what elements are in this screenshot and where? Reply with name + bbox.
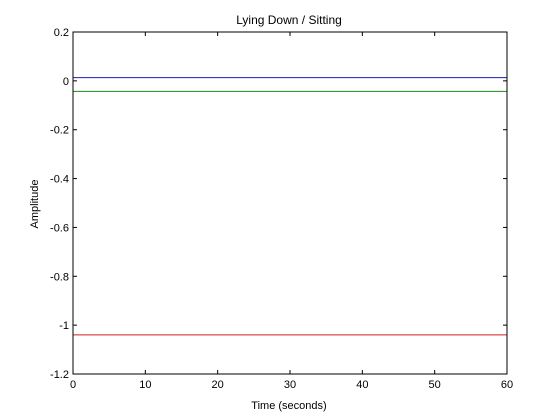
y-axis-label: Amplitude bbox=[29, 180, 41, 229]
y-axis: 0.2 0 -0.2 -0.4 -0.6 -0.8 -1 -1.2 bbox=[50, 27, 507, 381]
x-tick-label: 30 bbox=[284, 379, 296, 391]
x-tick-label: 40 bbox=[356, 379, 368, 391]
chart-title: Lying Down / Sitting bbox=[236, 13, 342, 27]
x-tick-label: 0 bbox=[70, 379, 76, 391]
x-tick-label: 50 bbox=[429, 379, 441, 391]
y-tick-label: -0.6 bbox=[50, 222, 69, 234]
y-tick-label: -0.4 bbox=[50, 174, 69, 186]
x-tick-label: 60 bbox=[501, 379, 513, 391]
x-axis: 0 10 20 30 40 50 60 bbox=[70, 32, 513, 391]
series-layer bbox=[73, 77, 507, 336]
x-tick-label: 20 bbox=[212, 379, 224, 391]
x-tick-label: 10 bbox=[139, 379, 151, 391]
y-tick-label: -0.8 bbox=[50, 271, 69, 283]
x-axis-label: Time (seconds) bbox=[251, 400, 326, 412]
y-tick-label: 0.2 bbox=[54, 27, 69, 39]
y-tick-label: -1.2 bbox=[50, 369, 69, 381]
plot-area bbox=[73, 32, 507, 374]
y-tick-label: -0.2 bbox=[50, 125, 69, 137]
y-tick-label: -1 bbox=[59, 320, 69, 332]
y-tick-label: 0 bbox=[63, 76, 69, 88]
